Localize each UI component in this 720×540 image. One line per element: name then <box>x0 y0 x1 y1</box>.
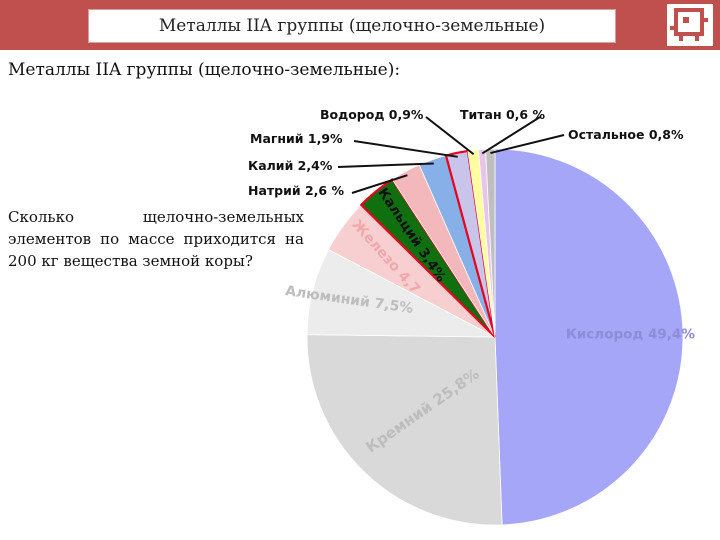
question-text: Сколько щелочно-земельных элементов по м… <box>8 208 304 270</box>
slice-label-натрий: Натрий 2,6 % <box>248 183 344 198</box>
slice-label-остальное: Остальное 0,8% <box>568 127 684 142</box>
leader-line-натрий <box>351 174 408 194</box>
pie-chart: Кислород 49,4%Кремний 25,8%Алюминий 7,5%… <box>248 107 696 526</box>
slice-label-титан: Титан 0,6 % <box>460 107 545 122</box>
slice-label-кислород: Кислород 49,4% <box>566 326 696 342</box>
pie-slice-кислород <box>494 148 684 526</box>
page-title: Металлы IIA группы (щелочно-земельные) <box>88 9 616 43</box>
robot-chip-icon <box>667 4 713 46</box>
slice-label-калий: Калий 2,4% <box>248 158 333 173</box>
leader-line-остальное <box>490 134 565 155</box>
leader-line-титан <box>481 116 541 155</box>
leader-line-водород <box>425 116 475 156</box>
slice-label-водород: Водород 0,9% <box>320 107 424 122</box>
slice-label-магний: Магний 1,9% <box>250 131 343 146</box>
section-heading: Металлы IIA группы (щелочно-земельные): <box>8 60 401 80</box>
leader-line-калий <box>337 162 434 168</box>
leader-line-магний <box>353 140 458 158</box>
pie-slice-кремний <box>306 334 503 526</box>
